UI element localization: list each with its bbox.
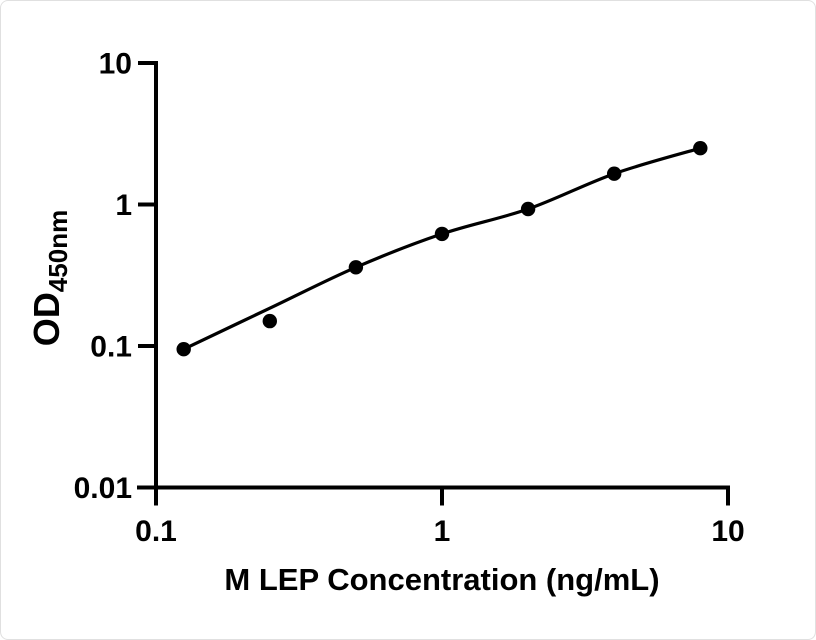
x-axis-title: M LEP Concentration (ng/mL) — [224, 562, 659, 597]
y-axis-title-subscript: 450nm — [43, 210, 73, 292]
x-axis-ticks — [154, 487, 730, 506]
data-point — [520, 201, 536, 217]
y-tick-label: 0.01 — [74, 472, 132, 505]
x-tick-label: 1 — [434, 515, 451, 548]
y-axis-tick-labels: 10 1 0.1 0.01 — [74, 48, 132, 506]
data-point — [607, 166, 622, 181]
x-axis-tick-labels: 0.1 1 10 — [135, 515, 745, 548]
fit-curve — [182, 146, 702, 351]
y-axis-ticks — [138, 61, 156, 490]
y-tick-label: 10 — [99, 48, 132, 81]
data-points — [176, 141, 708, 357]
y-tick-label: 1 — [115, 189, 132, 222]
x-tick-label: 0.1 — [135, 515, 177, 548]
data-point — [693, 141, 708, 156]
data-point — [262, 313, 277, 329]
y-tick-label: 0.1 — [90, 331, 132, 364]
data-point — [176, 342, 191, 357]
x-tick-label: 10 — [711, 515, 744, 548]
data-point — [348, 260, 364, 275]
data-point — [434, 226, 450, 242]
y-axis-title: OD450nm — [26, 210, 73, 346]
y-axis-title-main: OD — [26, 292, 67, 346]
